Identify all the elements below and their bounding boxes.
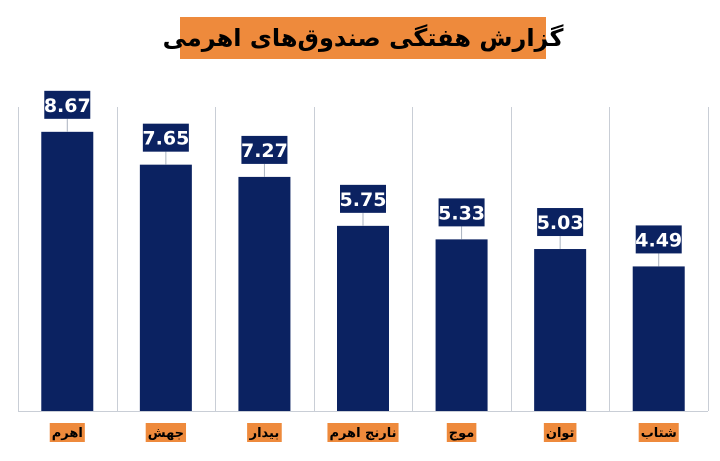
value-label-box [635,225,682,254]
value-label: 5.33 [438,202,485,224]
value-label: 5.03 [537,212,584,234]
chart-title-box: گزارش هفتگی صندوق‌های اهرمی [163,17,563,59]
value-label-box [44,90,91,119]
value-label-box [142,123,189,152]
value-label: 7.65 [142,128,189,150]
category-label: توان [546,426,575,441]
category-label: نارنج اهرم [329,426,396,441]
bar [139,164,192,411]
value-label-box [438,198,485,227]
bar [435,239,488,411]
category-label: بیدار [249,426,280,441]
category-label: جهش [148,426,184,441]
category-label-bg [145,423,187,442]
value-label: 5.75 [340,189,387,211]
category-label: اهرم [52,426,83,441]
category-label-bg [543,423,577,442]
bar [41,131,94,412]
value-label: 7.27 [241,140,288,162]
category-label-bg [446,423,477,442]
value-label: 4.49 [635,229,682,251]
category-label-bg [327,423,399,442]
category-label: شتاب [641,426,677,441]
value-label: 8.67 [44,95,91,117]
category-label-bg [638,423,679,442]
bar [632,266,685,411]
chart-title: گزارش هفتگی صندوق‌های اهرمی [162,24,564,52]
category-label-bg [247,423,282,442]
bar [534,249,587,411]
value-label-box [537,208,584,237]
bar [337,225,389,411]
value-label-box [340,184,386,213]
category-label-bg [49,423,85,442]
bar [238,176,291,411]
category-label: موج [449,426,475,441]
value-label-box [241,135,288,164]
